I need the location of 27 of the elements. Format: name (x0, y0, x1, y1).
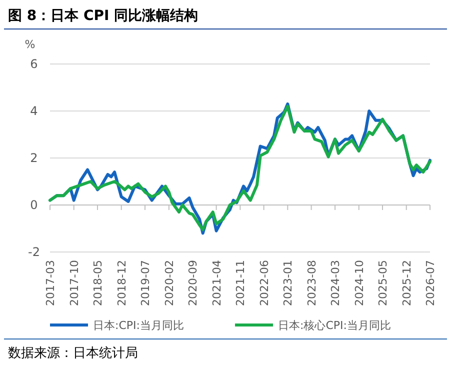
x-tick-label: 2023-01 (282, 260, 295, 306)
y-tick-label: 6 (30, 57, 38, 71)
x-tick-label: 2024-03 (329, 260, 342, 306)
x-tick-label: 2017-10 (68, 260, 81, 306)
x-tick-label: 2020-02 (162, 260, 176, 306)
legend-label: 日本:核心CPI:当月同比 (278, 319, 391, 332)
x-tick-label: 2023-08 (305, 260, 318, 306)
x-tick-label: 2021-04 (210, 260, 224, 306)
chart-title: 图 8：日本 CPI 同比涨幅结构 (8, 8, 198, 24)
x-tick-label: 2024-10 (352, 260, 366, 306)
x-tick-label: 2022-06 (258, 260, 271, 306)
x-tick-label: 2018-12 (115, 260, 128, 306)
legend-label: 日本:CPI:当月同比 (93, 319, 184, 332)
x-tick-label: 2019-07 (138, 260, 152, 306)
x-tick-label: 2018-05 (91, 260, 104, 306)
y-tick-label: 2 (30, 151, 38, 165)
source-note: 数据来源：日本统计局 (8, 345, 138, 360)
x-tick-label: 2020-09 (186, 260, 200, 306)
x-tick-label: 2025-12 (400, 260, 414, 306)
y-tick-label: 4 (30, 104, 38, 118)
y-tick-label: 0 (30, 198, 38, 212)
y-axis-title: % (24, 38, 36, 51)
x-tick-label: 2021-11 (234, 260, 248, 306)
x-tick-label: 2026-07 (424, 260, 437, 306)
x-tick-label: 2017-03 (44, 260, 57, 306)
y-tick-label: -2 (28, 245, 40, 259)
x-tick-label: 2025-05 (376, 260, 390, 306)
